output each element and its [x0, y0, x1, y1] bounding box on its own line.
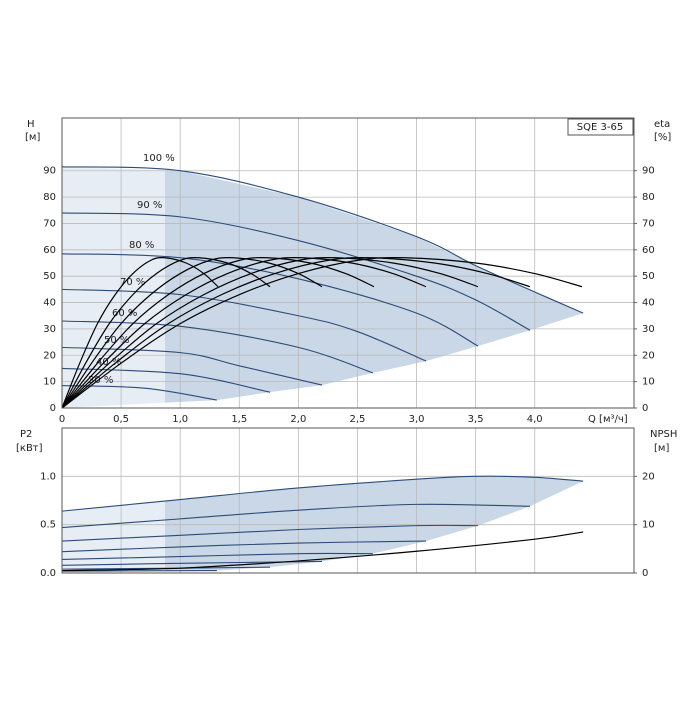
x-tick-label: 3,5	[468, 414, 484, 425]
y2-tick-label: 20	[642, 471, 655, 482]
speed-label: 80 %	[129, 240, 154, 251]
x-tick-label: 4,0	[527, 414, 543, 425]
eta-label: eta	[654, 119, 670, 130]
y2-tick-label: 40	[642, 298, 655, 309]
y2-tick-label: 0	[642, 568, 648, 579]
y-tick-label: 0.0	[40, 568, 56, 579]
y2-tick-label: 90	[642, 166, 655, 177]
y-tick-label: 60	[43, 245, 56, 256]
y2-tick-label: 30	[642, 324, 655, 335]
y-tick-label: 40	[43, 298, 56, 309]
eta-unit: [%]	[654, 132, 671, 143]
y-tick-label: 1.0	[40, 471, 56, 482]
y2-tick-label: 10	[642, 520, 655, 531]
x-tick-label: 0,5	[113, 414, 129, 425]
y2-tick-label: 50	[642, 271, 655, 282]
y-tick-label: 90	[43, 166, 56, 177]
y-tick-label: 20	[43, 350, 56, 361]
x-tick-label: 2,5	[350, 414, 366, 425]
y-tick-label: 80	[43, 192, 56, 203]
y2-tick-label: 70	[642, 218, 655, 229]
y-tick-label: 0	[50, 403, 56, 414]
h-unit: [м]	[25, 132, 40, 143]
p2-label: P2	[20, 429, 32, 440]
speed-label: 90 %	[137, 200, 162, 211]
y-tick-label: 10	[43, 377, 56, 388]
x-tick-label: 2,0	[290, 414, 306, 425]
npsh-unit: [м]	[654, 443, 669, 454]
x-tick-label: 1,0	[172, 414, 188, 425]
y2-tick-label: 60	[642, 245, 655, 256]
y2-tick-label: 10	[642, 377, 655, 388]
q-label: Q [м³/ч]	[588, 414, 628, 425]
h-label: H	[27, 119, 35, 130]
y2-tick-label: 0	[642, 403, 648, 414]
speed-label: 100 %	[143, 153, 175, 164]
y2-tick-label: 80	[642, 192, 655, 203]
chart-title: SQE 3-65	[577, 122, 623, 133]
y-tick-label: 50	[43, 271, 56, 282]
p2-unit: [кВт]	[16, 443, 43, 454]
y-tick-label: 30	[43, 324, 56, 335]
x-tick-label: 0	[59, 414, 65, 425]
y-tick-label: 0.5	[40, 520, 56, 531]
npsh-label: NPSH	[650, 429, 677, 440]
y-tick-label: 70	[43, 218, 56, 229]
y2-tick-label: 20	[642, 350, 655, 361]
x-tick-label: 1,5	[231, 414, 247, 425]
x-tick-label: 3,0	[409, 414, 425, 425]
